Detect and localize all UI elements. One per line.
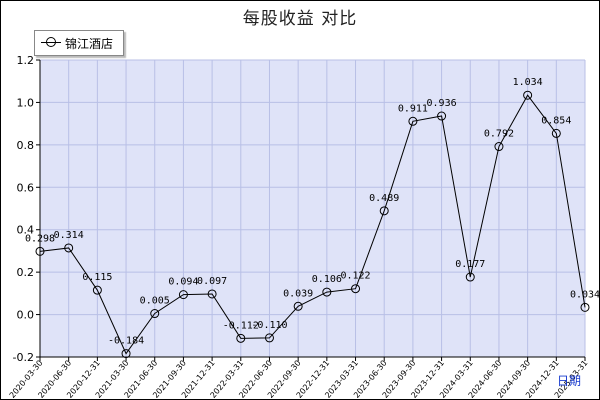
data-label: 0.034 — [570, 289, 600, 300]
data-label: -0.112 — [223, 320, 259, 331]
data-point — [551, 128, 561, 138]
data-label: 0.039 — [283, 288, 313, 299]
data-point — [293, 301, 303, 311]
legend-marker-icon — [46, 37, 56, 47]
data-label: 1.034 — [513, 77, 543, 88]
data-point — [264, 333, 274, 343]
data-point — [437, 111, 447, 121]
data-point — [207, 289, 217, 299]
data-label: 0.094 — [168, 277, 198, 288]
data-point — [379, 206, 389, 216]
data-label: 0.177 — [455, 259, 485, 270]
data-point — [408, 116, 418, 126]
y-tick-label: 0.8 — [17, 139, 35, 152]
y-tick-label: 1.2 — [17, 54, 35, 67]
data-label: 0.122 — [340, 271, 370, 282]
data-point — [322, 287, 332, 297]
y-tick-label: -0.2 — [13, 351, 34, 364]
y-tick-label: 0.2 — [17, 266, 35, 279]
data-label: 0.854 — [541, 115, 571, 126]
data-point — [236, 333, 246, 343]
data-label: -0.110 — [251, 320, 287, 331]
data-point — [494, 142, 504, 152]
data-label: 0.115 — [82, 272, 112, 283]
data-point — [121, 349, 131, 359]
data-label: 0.005 — [140, 296, 170, 307]
chart-title: 每股收益 对比 — [242, 9, 358, 29]
data-point — [178, 290, 188, 300]
data-point — [150, 309, 160, 319]
plot-area — [40, 60, 585, 357]
data-label: 0.314 — [54, 230, 84, 241]
data-point — [64, 243, 74, 253]
data-point — [523, 90, 533, 100]
data-label: 0.106 — [312, 274, 342, 285]
data-label: -0.184 — [108, 336, 144, 347]
data-label: 0.792 — [484, 129, 514, 140]
data-label: 0.097 — [197, 276, 227, 287]
data-label: 0.936 — [427, 98, 457, 109]
data-point — [35, 246, 45, 256]
data-label: 0.911 — [398, 103, 428, 114]
series-line — [39, 94, 586, 355]
legend-label: 锦江酒店 — [65, 37, 114, 51]
legend: 锦江酒店 — [34, 30, 124, 56]
data-point — [465, 272, 475, 282]
data-label: 0.489 — [369, 193, 399, 204]
data-label: 0.298 — [25, 233, 55, 244]
y-tick-label: 0.4 — [17, 224, 35, 237]
y-tick-label: 0.6 — [17, 181, 35, 194]
data-point — [92, 285, 102, 295]
data-point — [351, 284, 361, 294]
x-axis-label: 日期 — [557, 374, 581, 388]
y-tick-label: 1.0 — [17, 96, 35, 109]
data-point — [580, 302, 590, 312]
y-tick-label: 0.0 — [17, 309, 35, 322]
